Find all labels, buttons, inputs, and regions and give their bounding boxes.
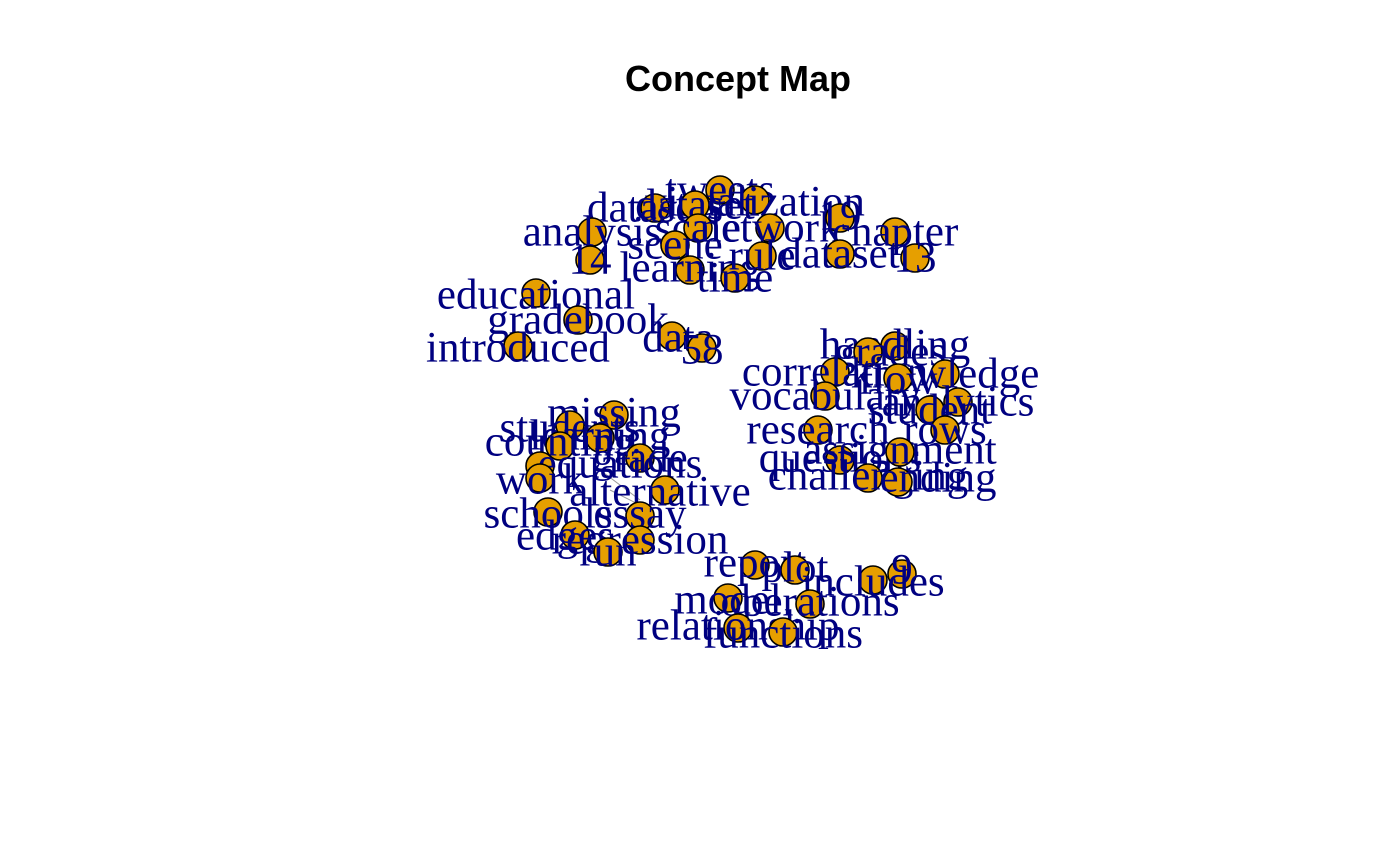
node-label: flow xyxy=(859,357,938,404)
node-label: regression xyxy=(552,517,729,564)
node-label: 9 xyxy=(891,547,913,594)
node-assignment[interactable]: assignment xyxy=(803,427,997,474)
node-educational[interactable]: educational xyxy=(437,272,635,319)
node-label: run xyxy=(579,529,636,576)
node-label: alternative xyxy=(569,469,750,516)
node-network[interactable]: network xyxy=(700,205,841,252)
node-label: includes xyxy=(801,559,944,606)
node-14[interactable]: 14 xyxy=(569,237,612,284)
node-label: plot xyxy=(762,545,829,592)
node-label: knowledge xyxy=(851,351,1040,398)
node-knowledge[interactable]: knowledge xyxy=(851,351,1040,398)
node-includes[interactable]: includes xyxy=(801,559,944,606)
node-research[interactable]: research xyxy=(746,407,889,454)
node-label: operations xyxy=(720,579,899,626)
node-introduced[interactable]: introduced xyxy=(426,325,610,372)
node-vocabulary[interactable]: vocabulary xyxy=(729,373,921,420)
node-label: dataset xyxy=(780,231,899,278)
node-label: ending xyxy=(879,455,996,502)
node-plot[interactable]: plot xyxy=(762,545,829,592)
node-label: challenging xyxy=(768,453,969,500)
node-label: 13 xyxy=(894,235,937,282)
node-rule[interactable]: rule xyxy=(729,233,796,280)
node-ending[interactable]: ending xyxy=(879,455,996,502)
node-label: schools xyxy=(484,491,613,538)
node-label: introduced xyxy=(426,325,610,372)
node-label: 58 xyxy=(681,327,724,374)
node-label: network xyxy=(700,205,841,252)
node-model[interactable]: model xyxy=(674,577,782,624)
node-label: grade xyxy=(592,435,688,482)
node-13[interactable]: 13 xyxy=(894,235,937,282)
node-grade[interactable]: grade xyxy=(592,435,688,482)
node-58[interactable]: 58 xyxy=(681,327,724,374)
node-regression[interactable]: regression xyxy=(552,517,729,564)
node-label: vocabulary xyxy=(729,373,921,420)
node-operations[interactable]: operations xyxy=(720,579,899,626)
node-label: 19 xyxy=(819,193,862,240)
node-label: educational xyxy=(437,272,635,319)
node-equations[interactable]: equations xyxy=(525,441,702,488)
node-work[interactable]: work xyxy=(496,457,585,504)
node-student[interactable]: student xyxy=(868,387,992,434)
node-label: counting xyxy=(485,419,635,466)
node-run[interactable]: run xyxy=(579,529,636,576)
node-dataset[interactable]: dataset xyxy=(780,231,899,278)
page-title: Concept Map xyxy=(624,58,851,99)
node-relationship[interactable]: relationship xyxy=(636,603,839,650)
node-analytics[interactable]: analytics xyxy=(882,379,1035,426)
node-label: assignment xyxy=(803,427,997,474)
node-label: analytics xyxy=(882,379,1035,426)
node-counting[interactable]: counting xyxy=(485,419,635,466)
node-flow[interactable]: flow xyxy=(859,357,938,404)
node-label: scene xyxy=(627,222,723,269)
node-alternative[interactable]: alternative xyxy=(569,469,750,516)
node-label: research xyxy=(746,407,889,454)
node-rows[interactable]: rows xyxy=(903,407,987,454)
node-schools[interactable]: schools xyxy=(484,491,613,538)
nodes-layer: tweets visualization datasets dataset sc… xyxy=(426,167,1039,658)
node-challenging[interactable]: challenging xyxy=(768,453,969,500)
node-label: work xyxy=(496,457,585,504)
node-scene[interactable]: scene xyxy=(627,222,723,269)
node-label: functions xyxy=(703,611,863,658)
node-9[interactable]: 9 xyxy=(887,547,917,594)
node-label: relationship xyxy=(636,603,839,650)
node-label: rows xyxy=(903,407,987,454)
node-functions[interactable]: functions xyxy=(703,611,863,658)
node-label: rule xyxy=(729,233,796,280)
node-label: model xyxy=(674,577,782,624)
node-19[interactable]: 19 xyxy=(819,193,862,240)
node-label: 14 xyxy=(569,237,612,284)
edge xyxy=(599,469,641,501)
node-label: student xyxy=(868,387,992,434)
